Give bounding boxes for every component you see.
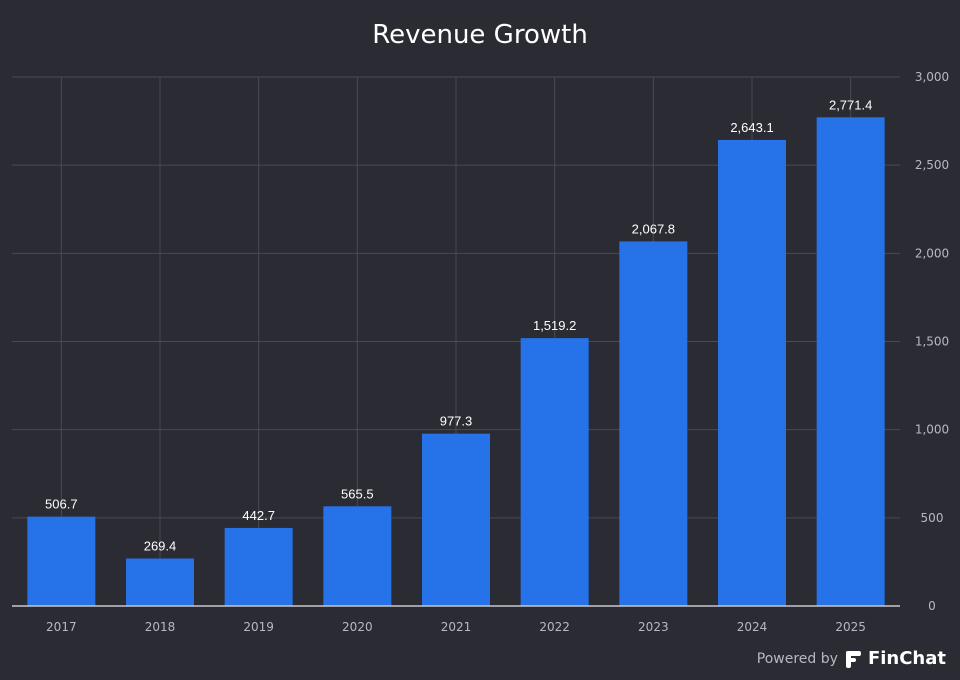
powered-by-text: Powered by [756, 650, 838, 667]
x-tick-label: 2018 [145, 620, 176, 634]
bar-2022 [520, 338, 589, 606]
x-tick-label: 2019 [243, 620, 274, 634]
x-tick-label: 2025 [835, 620, 866, 634]
data-label: 269.4 [144, 538, 177, 553]
data-label: 442.7 [242, 508, 275, 523]
x-tick-label: 2022 [539, 620, 570, 634]
y-tick-label: 500 [921, 511, 944, 525]
bar-2019 [224, 527, 293, 606]
bar-2021 [422, 433, 490, 606]
data-label: 977.3 [440, 414, 473, 429]
data-label: 2,643.1 [730, 120, 773, 135]
x-tick-label: 2024 [737, 620, 768, 634]
x-tick-label: 2021 [441, 620, 472, 634]
x-tick-label: 2023 [638, 620, 669, 634]
y-tick-label: 3,000 [915, 70, 949, 84]
data-label: 1,519.2 [533, 318, 576, 333]
data-label: 506.7 [45, 497, 78, 512]
bar-2024 [718, 139, 786, 607]
bar-2018 [126, 558, 194, 606]
chart-title: Revenue Growth [372, 20, 588, 50]
x-tick-label: 2020 [342, 620, 373, 634]
y-tick-label: 0 [928, 599, 936, 613]
bar-2017 [27, 516, 96, 606]
bar-2023 [619, 241, 688, 606]
powered-by-footer: Powered by FinChat [757, 648, 946, 669]
y-tick-label: 2,000 [915, 246, 949, 260]
data-label: 2,067.8 [632, 221, 675, 236]
bar-2025 [816, 117, 885, 606]
y-tick-label: 1,500 [915, 335, 949, 349]
y-tick-label: 1,000 [915, 423, 949, 437]
brand-name: FinChat [867, 648, 946, 669]
data-label: 565.5 [341, 486, 374, 501]
y-tick-label: 2,500 [915, 158, 949, 172]
finchat-logo-icon [844, 650, 862, 668]
bar-2020 [323, 506, 392, 606]
x-tick-label: 2017 [46, 620, 77, 634]
data-label: 2,771.4 [829, 97, 872, 112]
